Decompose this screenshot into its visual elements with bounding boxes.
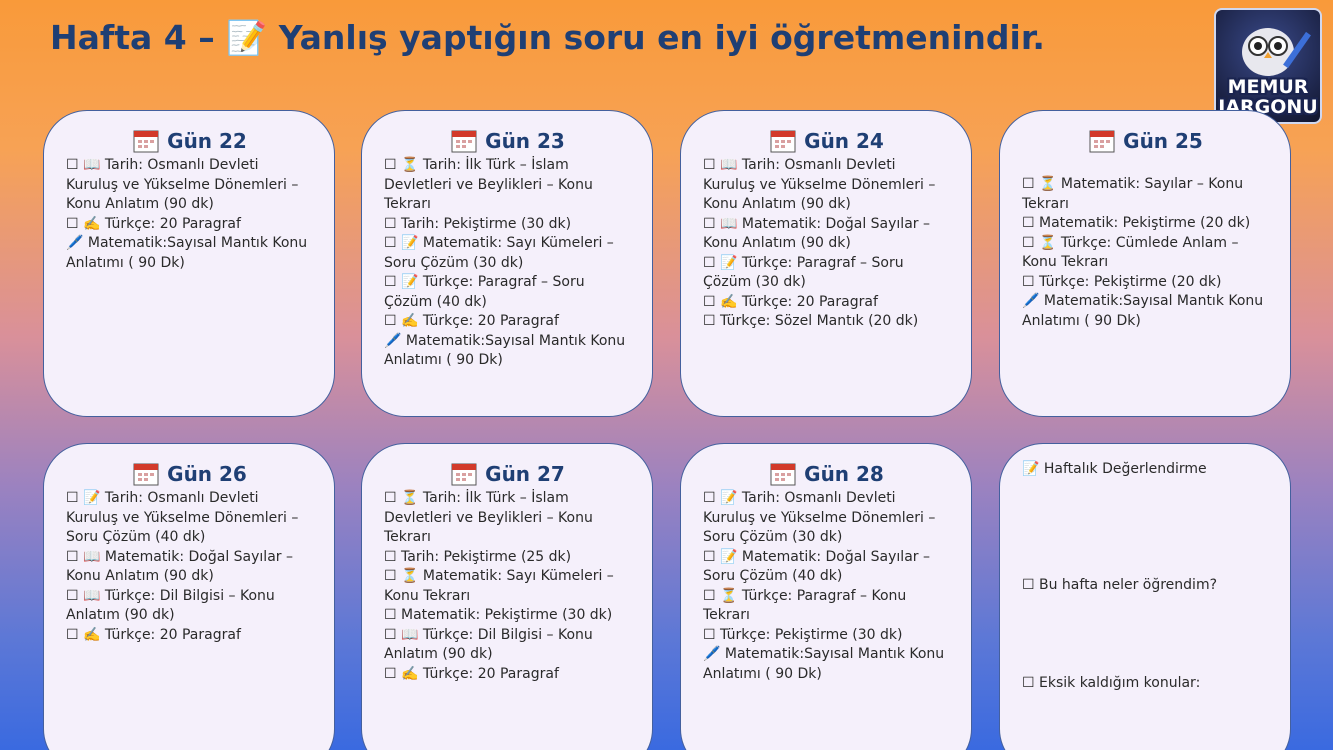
task-item: ☐ ⏳ Türkçe: Cümlede Anlam – Konu Tekrarı [1022, 234, 1239, 271]
task-item: ☐ Tarih: Pekiştirme (30 dk) [384, 215, 572, 232]
task-item: ☐ 📝 Türkçe: Paragraf – Soru Çözüm (40 dk… [384, 274, 585, 310]
logo-line: MEMUR [1227, 76, 1309, 98]
task-item: ☐ Türkçe: Sözel Mantık (20 dk) [703, 313, 919, 329]
day-header: Gün 23 [384, 127, 632, 155]
day-card: Gün 24 ☐ 📖 Tarih: Osmanlı Devleti Kuruluş… [680, 110, 972, 417]
task-item: 🖊️ Matematik:Sayısal Mantık Konu Anlatım… [384, 332, 626, 369]
calendar-icon [451, 463, 477, 486]
calendar-icon [770, 130, 796, 153]
day-title: Gün 28 [804, 462, 884, 486]
task-list: ☐ ⏳ Matematik: Sayılar – Konu Tekrarı ☐ M… [1022, 175, 1270, 331]
task-item: ☐ ✍️ Türkçe: 20 Paragraf [384, 665, 559, 682]
logo-owl [1242, 28, 1311, 76]
task-list: ☐ 📖 Tarih: Osmanlı Devleti Kuruluş ve Yü… [703, 156, 951, 332]
task-item: ☐ ✍️ Türkçe: 20 Paragraf [384, 313, 559, 329]
task-item: 🖊️ Matematik:Sayısal Mantık Konu Anlatım… [703, 646, 945, 682]
task-item: ☐ Türkçe: Pekiştirme (30 dk) [703, 626, 903, 643]
slide-title: Hafta 4 – 📝 Yanlış yaptığın soru en iyi … [50, 18, 1045, 57]
task-item: ☐ 📖 Matematik: Doğal Sayılar – Konu Anla… [703, 215, 930, 252]
day-title: Gün 27 [485, 462, 565, 486]
day-card: Gün 23 ☐ ⏳ Tarih: İlk Türk – İslam Devlet… [361, 110, 653, 417]
review-item: ☐ Bu hafta neler öğrendim? [1022, 577, 1218, 593]
day-header: Gün 25 [1022, 127, 1270, 155]
day-title: Gün 22 [167, 129, 247, 153]
day-card: Gün 25 ☐ ⏳ Matematik: Sayılar – Konu Tekr… [999, 110, 1291, 417]
day-card: Gün 22 ☐ 📖 Tarih: Osmanlı Devleti Kuruluş… [43, 110, 335, 417]
task-item: ☐ ✍️ Türkçe: 20 Paragraf [703, 293, 878, 310]
day-header: Gün 22 [66, 127, 314, 155]
task-item: ☐ 📝 Tarih: Osmanlı Devleti Kuruluş ve Yü… [66, 490, 299, 545]
day-title: Gün 25 [1123, 129, 1203, 153]
task-item: ☐ Türkçe: Pekiştirme (20 dk) [1022, 273, 1222, 290]
task-item: ☐ ⏳ Tarih: İlk Türk – İslam Devletleri v… [384, 490, 593, 545]
task-item: ☐ 📝 Matematik: Doğal Sayılar – Soru Çözü… [703, 548, 930, 585]
task-list: ☐ 📖 Tarih: Osmanlı Devleti Kuruluş ve Yü… [66, 156, 314, 273]
day-card: Gün 26 ☐ 📝 Tarih: Osmanlı Devleti Kuruluş… [43, 443, 335, 750]
review-item: ☐ Eksik kaldığım konular: [1022, 675, 1201, 691]
day-header: Gün 28 [703, 460, 951, 488]
task-item: ☐ ✍️ Türkçe: 20 Paragraf [66, 215, 241, 232]
task-item: ☐ 📖 Tarih: Osmanlı Devleti Kuruluş ve Yü… [66, 157, 299, 212]
task-item: ☐ ⏳ Tarih: İlk Türk – İslam Devletleri v… [384, 157, 593, 212]
calendar-icon [1089, 130, 1115, 153]
task-item: ☐ 📝 Tarih: Osmanlı Devleti Kuruluş ve Yü… [703, 490, 936, 545]
task-item: ☐ Matematik: Pekiştirme (20 dk) [1022, 215, 1251, 231]
task-item: ☐ ✍️ Türkçe: 20 Paragraf [66, 626, 241, 643]
calendar-icon [770, 463, 796, 486]
task-item: ☐ 📖 Matematik: Doğal Sayılar – Konu Anla… [66, 548, 293, 585]
day-title: Gün 23 [485, 129, 565, 153]
task-item: ☐ 📖 Tarih: Osmanlı Devleti Kuruluş ve Yü… [703, 157, 936, 212]
day-card: Gün 28 ☐ 📝 Tarih: Osmanlı Devleti Kuruluş… [680, 443, 972, 750]
logo: MEMUR JARGONU [1214, 8, 1322, 124]
task-item: ☐ 📖 Türkçe: Dil Bilgisi – Konu Anlatım (… [66, 587, 275, 624]
calendar-icon [133, 463, 159, 486]
task-list: ☐ 📝 Tarih: Osmanlı Devleti Kuruluş ve Yü… [703, 489, 951, 684]
task-item: 🖊️ Matematik:Sayısal Mantık Konu Anlatım… [66, 235, 308, 271]
task-item: ☐ ⏳ Matematik: Sayı Kümeleri – Konu Tekr… [384, 568, 614, 604]
day-title: Gün 26 [167, 462, 247, 486]
review-title: 📝 Haftalık Değerlendirme [1022, 461, 1207, 477]
task-list: ☐ ⏳ Tarih: İlk Türk – İslam Devletleri v… [384, 156, 632, 371]
calendar-icon [451, 130, 477, 153]
day-header: Gün 24 [703, 127, 951, 155]
task-item: 🖊️ Matematik:Sayısal Mantık Konu Anlatım… [1022, 293, 1264, 329]
calendar-icon [133, 130, 159, 153]
task-list: ☐ 📝 Tarih: Osmanlı Devleti Kuruluş ve Yü… [66, 489, 314, 645]
day-header: Gün 27 [384, 460, 632, 488]
task-item: ☐ ⏳ Türkçe: Paragraf – Konu Tekrarı [703, 587, 907, 624]
task-item: ☐ 📖 Türkçe: Dil Bilgisi – Konu Anlatım (… [384, 626, 593, 663]
task-item: ☐ 📝 Türkçe: Paragraf – Soru Çözüm (30 dk… [703, 254, 904, 291]
task-item: ☐ 📝 Matematik: Sayı Kümeleri – Soru Çözü… [384, 235, 614, 271]
day-header: Gün 26 [66, 460, 314, 488]
review-card: 📝 Haftalık Değerlendirme ☐ Bu hafta neler… [999, 443, 1291, 750]
task-list: ☐ ⏳ Tarih: İlk Türk – İslam Devletleri v… [384, 489, 632, 684]
task-item: ☐ Tarih: Pekiştirme (25 dk) [384, 548, 572, 565]
day-title: Gün 24 [804, 129, 884, 153]
task-item: ☐ ⏳ Matematik: Sayılar – Konu Tekrarı [1022, 176, 1244, 212]
task-item: ☐ Matematik: Pekiştirme (30 dk) [384, 607, 613, 623]
day-card: Gün 27 ☐ ⏳ Tarih: İlk Türk – İslam Devlet… [361, 443, 653, 750]
